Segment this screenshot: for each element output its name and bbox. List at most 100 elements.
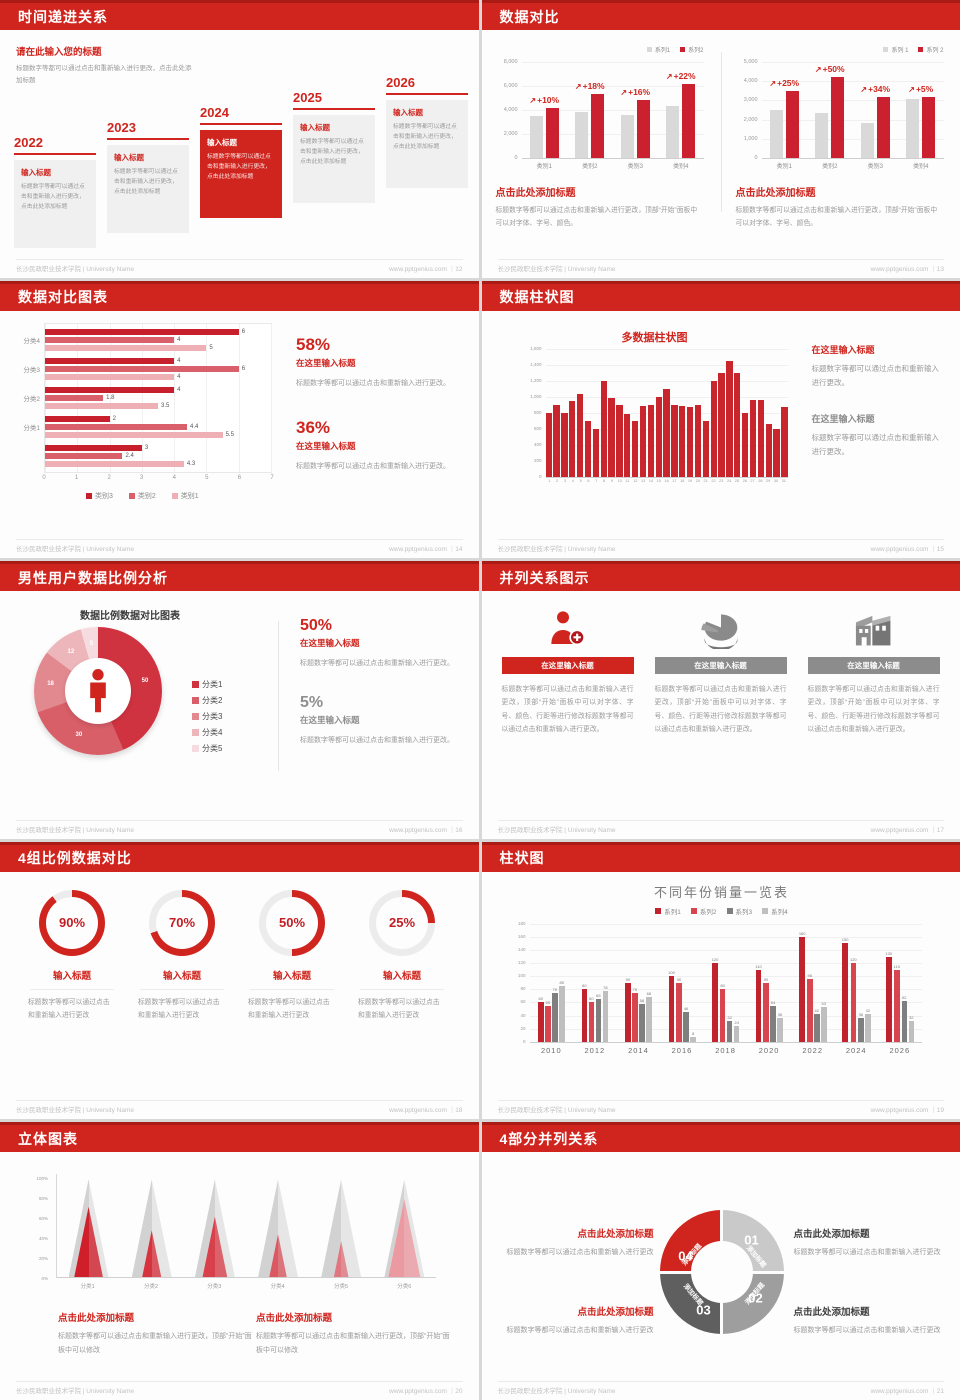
x-tick-label: 20 [695, 478, 700, 483]
value-label: 8 [691, 1030, 695, 1036]
bar-wrap: 54 [770, 1000, 776, 1042]
slide-parallel-icons[interactable]: 并列关系图示 在这里输入标题 标题数字等都可以通过点击和重新输入进行更改，顶部“开… [481, 561, 960, 839]
footer-left: 长沙民政职业技术学院 | University Name [16, 826, 134, 834]
male-person-icon [90, 669, 106, 713]
value-label: 4 [177, 386, 181, 393]
ring-heading: 输入标题 [52, 970, 91, 982]
timeline-card: 输入标题 标题数字等都可以通过点击和重新输入进行更改，点击此处添加标题 [293, 114, 375, 203]
bar-group: 6 4 5 [45, 328, 271, 351]
x-tick-label: 分类2 [143, 1284, 159, 1291]
x-tick-label: 18 [680, 478, 685, 483]
stat-heading: 在这里输入标题 [300, 638, 360, 649]
legend-item: 分类4 [192, 727, 222, 738]
slide-year-columns[interactable]: 柱状图 不同年份销量一览表 系列1 系列2 系列3 系列4 0 20 40 60 80 100 1… [481, 841, 960, 1120]
bar [545, 1005, 551, 1042]
bar-group: 150 120 36 42 [834, 924, 878, 1042]
value-label: 6 [241, 328, 246, 335]
legend-item: 分类1 [192, 679, 222, 690]
slide-footer: 长沙民政职业技术学院 | University Name www.pptgeni… [497, 1381, 944, 1395]
bar-group: 60 55 75 85 [530, 924, 574, 1042]
stat-block: 36% 在这里输入标题 标题数字等都可以通过点击和重新输入进行更改。 [296, 418, 464, 473]
y-tick-label: 1,200 [530, 377, 542, 383]
footer-right: www.pptgenius.com ｜16 [389, 826, 463, 834]
timeline-divider [200, 122, 282, 125]
y-tick-label: 1,000 [743, 135, 758, 142]
footer-right: www.pptgenius.com ｜21 [870, 1388, 944, 1395]
slice-value-label: 30 [75, 732, 83, 739]
y-tick-label: 800 [533, 409, 542, 415]
x-tick-label: 4 [571, 478, 574, 483]
ring-percent-label: 25% [376, 896, 428, 949]
slide-timeline[interactable]: 时间递进关系 请在此输入您的标题 标题数字等都可以通过点击和重新输入进行更改，点… [0, 0, 479, 278]
bar [676, 982, 682, 1042]
block-heading: 点击此处添加标题 [577, 1229, 654, 1241]
x-tick-label: 11 [625, 478, 630, 483]
x-tick-label: 2022 [802, 1045, 823, 1055]
stat-percent: 50% [300, 617, 333, 635]
pyramid-fill [258, 1234, 299, 1278]
bar-row: 4.4 [45, 423, 271, 430]
category-label: 分类4 [23, 337, 40, 345]
slide-hbar-compare[interactable]: 数据对比图表 6 4 5 4 6 4 4 1.8 3.5 2 4.4 5.5 3 2.4 4.3 分类4 分类3… [0, 280, 479, 559]
bar [569, 400, 576, 477]
value-label: 32 [909, 1014, 914, 1020]
bar [45, 460, 184, 467]
pyramid [131, 1179, 172, 1278]
bar-row: 3 [45, 444, 271, 451]
stat-heading: 在这里输入标题 [300, 715, 360, 726]
bar [781, 407, 788, 477]
y-tick-label: 4,000 [743, 78, 758, 85]
x-tick-label: 类别1 [776, 164, 792, 170]
slide-title: 数据对比图表 [18, 289, 108, 306]
bar-group: 120 80 32 24 [704, 924, 748, 1042]
ring-hole [690, 1241, 753, 1304]
slide-data-compare[interactable]: 数据对比 系列1 系列2 0 2,000 4,000 6,000 8,000 ↗+10% ↗+1… [481, 0, 960, 278]
stat-percent: 36% [296, 417, 331, 437]
slide-footer: 长沙民政职业技术学院 | University Name www.pptgeni… [16, 1381, 463, 1395]
footer-left: 长沙民政职业技术学院 | University Name [497, 826, 616, 834]
y-tick-label: 3,000 [743, 97, 758, 104]
stat-body: 标题数字等都可以通过点击和重新输入进行更改。 [300, 660, 454, 668]
donut-hole [65, 658, 131, 725]
legend-item: 系列1 [646, 45, 670, 54]
pyramid [194, 1179, 235, 1278]
bar [45, 357, 175, 364]
chart-legend: 系列1 系列2 系列3 系列4 [522, 906, 922, 916]
legend-swatch [192, 713, 199, 721]
bar [733, 1026, 740, 1042]
stat-block: 50% 在这里输入标题标题数字等都可以通过点击和重新输入进行更改。 [300, 617, 460, 670]
value-label: 4 [177, 357, 181, 364]
text-block: 点击此处添加标题 标题数字等都可以通过点击和重新输入进行更改 [496, 1304, 654, 1337]
value-label: 90 [676, 976, 682, 982]
x-tick-label: 12 [633, 478, 638, 483]
slide-quad-ring[interactable]: 4部分并列关系 01 添加标题 02 添加标题 03 添加标题 04 添加标题 点击此处添加标… [481, 1122, 960, 1400]
x-axis-labels: 类别1 类别2 类别3 类别4 [762, 161, 944, 170]
legend-swatch [192, 681, 199, 689]
slide-pyramid-chart[interactable]: 立体图表 点击此处添加标题 标题数字等都可以通过点击和重新输入进行更改，顶部“开始… [0, 1122, 479, 1400]
category-label: 分类2 [23, 395, 40, 403]
footer-right: www.pptgenius.com ｜20 [389, 1388, 463, 1395]
column-icon-wrap [808, 605, 940, 649]
slide-multi-column[interactable]: 数据柱状图 多数据柱状图 0 200 400 600 800 1,000 1,200 1,40… [481, 280, 960, 559]
value-label: 4.3 [186, 460, 196, 467]
bar [712, 963, 718, 1042]
chart-title: 数据比例数据对比图表 [80, 611, 180, 623]
bar-wrap: 42 [814, 1008, 820, 1042]
legend-item: 类别3 [86, 491, 113, 501]
slide-title: 4组比例数据对比 [18, 850, 132, 867]
bar-row: 3.5 [45, 402, 271, 409]
bar-wrap: 60 [538, 996, 544, 1042]
slide-donut-analysis[interactable]: 男性用户数据比例分析 数据比例数据对比图表 50 30 18 12 5 分类1 分类2 分类… [0, 561, 479, 839]
growth-value: +16% [628, 87, 651, 98]
bar-group: ↗+5% [898, 62, 944, 158]
segment-number: 01 [744, 1232, 759, 1248]
stat-percent: 58% [296, 334, 331, 354]
timeline-year: 2024 [200, 104, 229, 120]
slide-progress-rings[interactable]: 4组比例数据对比 90% 输入标题 标题数字等都可以通过点击和重新输入进行更改 70%… [0, 841, 479, 1120]
y-tick-label: 6,000 [503, 83, 518, 89]
value-label: 150 [841, 937, 849, 943]
bar-row: 4 [45, 373, 271, 380]
x-tick-label: 7 [595, 478, 598, 483]
bar [600, 380, 607, 477]
icon-column: 在这里输入标题 标题数字等都可以通过点击和重新输入进行更改，顶部“开始”面板中可以… [807, 605, 940, 736]
